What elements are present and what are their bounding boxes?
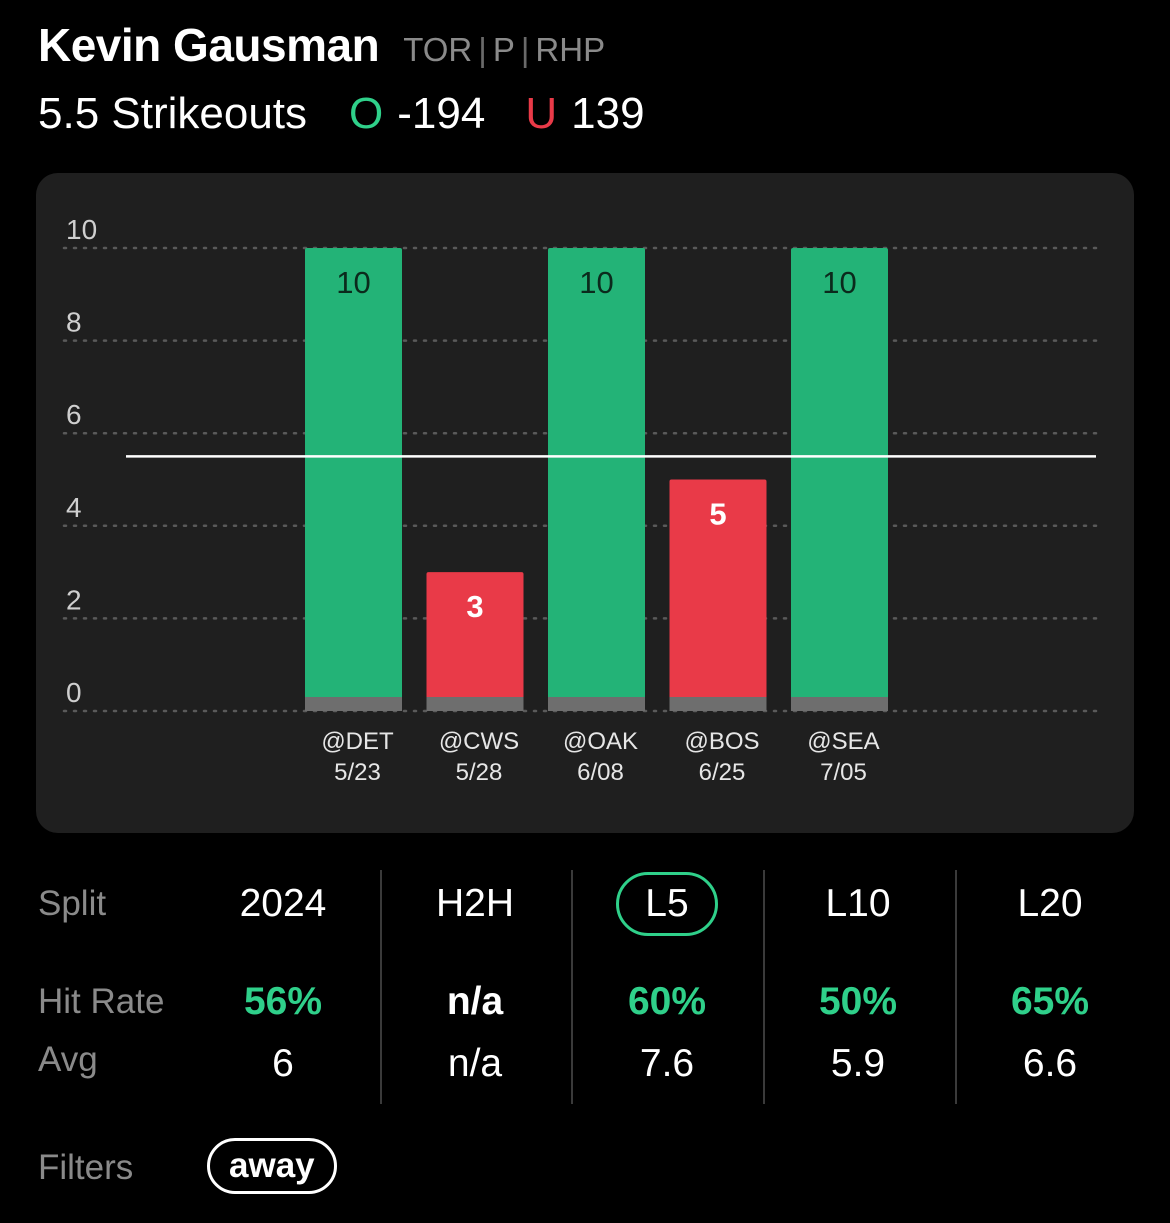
split-column-h2h[interactable]: H2H n/a n/a xyxy=(385,866,565,1100)
y-tick-label: 8 xyxy=(66,307,82,338)
y-tick-label: 2 xyxy=(66,584,82,615)
under-letter: U xyxy=(525,89,558,138)
bar-over xyxy=(305,248,402,711)
over-odds[interactable]: O -194 xyxy=(349,89,485,139)
split-header-label: L20 xyxy=(1017,882,1083,925)
hit-rate-value: 50% xyxy=(818,980,898,1023)
under-odds[interactable]: U 139 xyxy=(525,89,644,139)
split-header-label: L10 xyxy=(825,882,891,925)
hit-rate-label: Hit Rate xyxy=(38,982,165,1021)
bar-value-label: 10 xyxy=(336,265,370,300)
x-tick-opponent: @SEA xyxy=(807,728,879,755)
split-header[interactable]: 2024 xyxy=(193,880,373,928)
hit-rate-value: 56% xyxy=(243,980,323,1023)
y-tick-label: 0 xyxy=(66,677,82,708)
split-header-label: 2024 xyxy=(239,882,327,925)
split-header[interactable]: L5 xyxy=(577,872,757,936)
column-divider xyxy=(763,870,765,1104)
avg-value: 5.9 xyxy=(830,1042,886,1085)
over-odds-value: -194 xyxy=(397,89,486,138)
bar-value-label: 10 xyxy=(579,265,613,300)
split-header-label: L5 xyxy=(616,872,718,936)
x-tick-opponent: @BOS xyxy=(684,728,759,755)
x-tick-date: 5/28 xyxy=(456,759,503,786)
split-column-l5[interactable]: L5 60% 7.6 xyxy=(577,866,757,1100)
meta-separator: | xyxy=(520,31,530,68)
column-divider xyxy=(955,870,957,1104)
bar-base-strip xyxy=(426,697,524,711)
prop-row: 5.5 Strikeouts O -194 U 139 xyxy=(38,86,1138,142)
split-header[interactable]: L20 xyxy=(960,880,1140,928)
split-label: Split xyxy=(38,884,107,923)
hit-rate-value: n/a xyxy=(446,980,504,1023)
avg-value: 6 xyxy=(272,1042,294,1085)
player-name-row: Kevin Gausman TOR | P | RHP xyxy=(38,18,1138,74)
y-tick-label: 4 xyxy=(66,492,82,523)
split-header-label: H2H xyxy=(435,882,515,925)
bar-over xyxy=(791,248,888,711)
x-tick-opponent: @OAK xyxy=(563,728,638,755)
avg-value: 6.6 xyxy=(1022,1042,1078,1085)
header: Kevin Gausman TOR | P | RHP 5.5 Strikeou… xyxy=(38,18,1138,142)
bar-base-strip xyxy=(791,697,888,711)
column-divider xyxy=(571,870,573,1104)
avg-value: n/a xyxy=(447,1042,503,1085)
bar-over xyxy=(548,248,645,711)
column-divider xyxy=(380,870,382,1104)
x-tick-date: 6/08 xyxy=(577,759,624,786)
avg-value: 7.6 xyxy=(639,1042,695,1085)
x-tick-date: 7/05 xyxy=(820,759,867,786)
split-header[interactable]: H2H xyxy=(385,880,565,928)
bar-value-label: 5 xyxy=(709,497,726,532)
y-tick-label: 6 xyxy=(66,399,82,430)
avg-label: Avg xyxy=(38,1040,98,1079)
splits-table: Split Hit Rate Avg 2024 56% 6 H2H n/a n/a L5 60… xyxy=(0,866,1170,1106)
filter-chip-away[interactable]: away xyxy=(207,1138,337,1194)
over-letter: O xyxy=(349,89,384,138)
x-tick-date: 6/25 xyxy=(699,759,746,786)
bar-base-strip xyxy=(669,697,767,711)
bar-value-label: 10 xyxy=(822,265,856,300)
player-position: P xyxy=(492,31,515,68)
bar-under xyxy=(426,572,524,711)
player-name: Kevin Gausman xyxy=(38,19,380,71)
split-column-l10[interactable]: L10 50% 5.9 xyxy=(768,866,948,1100)
y-tick-label: 10 xyxy=(66,214,97,245)
meta-separator: | xyxy=(478,31,487,68)
x-tick-opponent: @DET xyxy=(321,728,394,755)
split-column-l20[interactable]: L20 65% 6.6 xyxy=(960,866,1140,1100)
player-team: TOR xyxy=(403,31,473,68)
prop-line: 5.5 Strikeouts xyxy=(38,89,308,138)
bar-base-strip xyxy=(548,697,645,711)
x-tick-opponent: @CWS xyxy=(439,728,519,755)
bar-under xyxy=(669,479,767,711)
strikeout-chart-card: 0 2 4 6 8 10 10 @DET 5/23 3 @CWS 5/28 10 @OAK 6/08 5 @BO… xyxy=(36,173,1134,833)
strikeout-bar-chart: 0 2 4 6 8 10 10 @DET 5/23 3 @CWS 5/28 10 @OAK 6/08 5 @BO… xyxy=(62,214,1104,786)
under-odds-value: 139 xyxy=(571,89,645,138)
hit-rate-value: 65% xyxy=(1010,980,1090,1023)
player-hand: RHP xyxy=(535,31,606,68)
split-column-2024[interactable]: 2024 56% 6 xyxy=(193,866,373,1100)
filters-row: Filters away xyxy=(0,1138,1170,1198)
bar-value-label: 3 xyxy=(466,589,483,624)
hit-rate-value: 60% xyxy=(627,980,707,1023)
filters-label: Filters xyxy=(38,1148,134,1187)
bar-base-strip xyxy=(305,697,402,711)
split-header[interactable]: L10 xyxy=(768,880,948,928)
player-meta: TOR | P | RHP xyxy=(403,31,605,69)
x-tick-date: 5/23 xyxy=(334,759,381,786)
